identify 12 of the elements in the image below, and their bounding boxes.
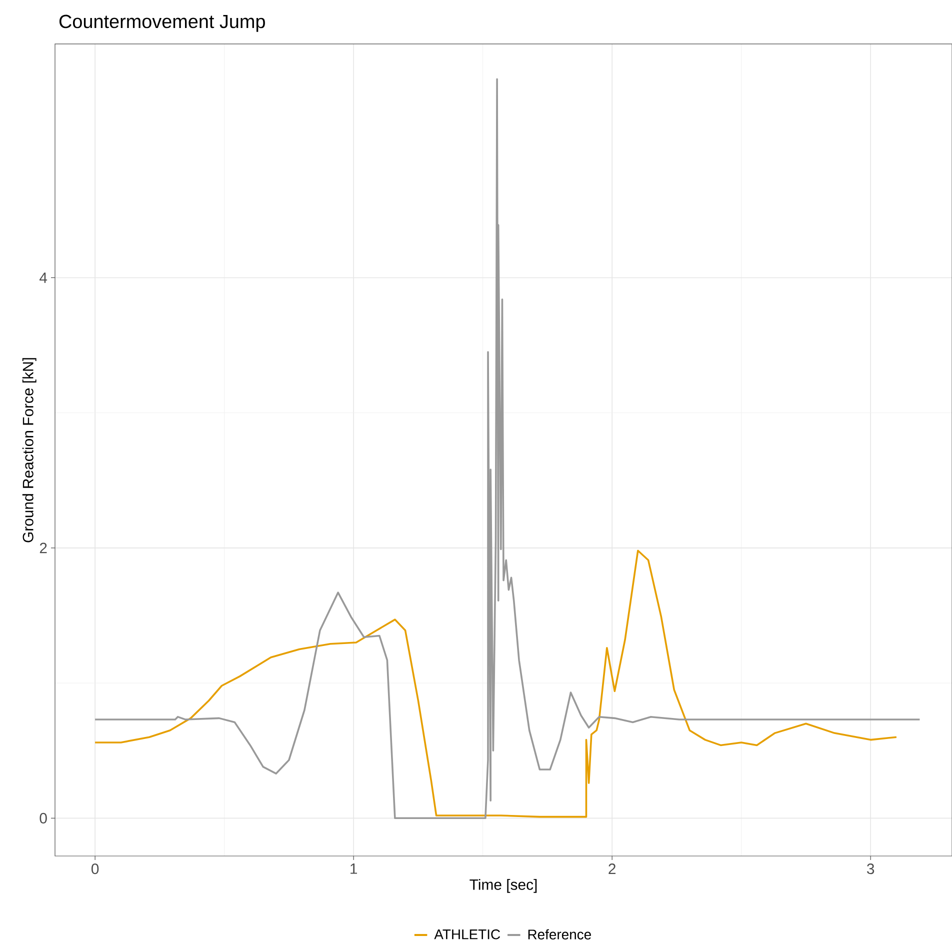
x-tick-label: 3 [867, 864, 874, 874]
x-tick-label: 1 [350, 864, 357, 874]
legend-label: Reference [528, 929, 591, 940]
x-tick-label: 2 [608, 864, 616, 874]
x-tick-label: 0 [91, 864, 99, 874]
x-axis-title: Time [sec] [470, 878, 537, 893]
chart-title: Countermovement Jump [59, 14, 265, 32]
y-axis-title: Ground Reaction Force [kN] [22, 358, 36, 542]
y-tick-label: 0 [40, 812, 47, 824]
y-tick-label: 2 [40, 542, 47, 554]
legend-label: ATHLETIC [434, 929, 500, 940]
y-tick-label: 4 [40, 272, 48, 283]
